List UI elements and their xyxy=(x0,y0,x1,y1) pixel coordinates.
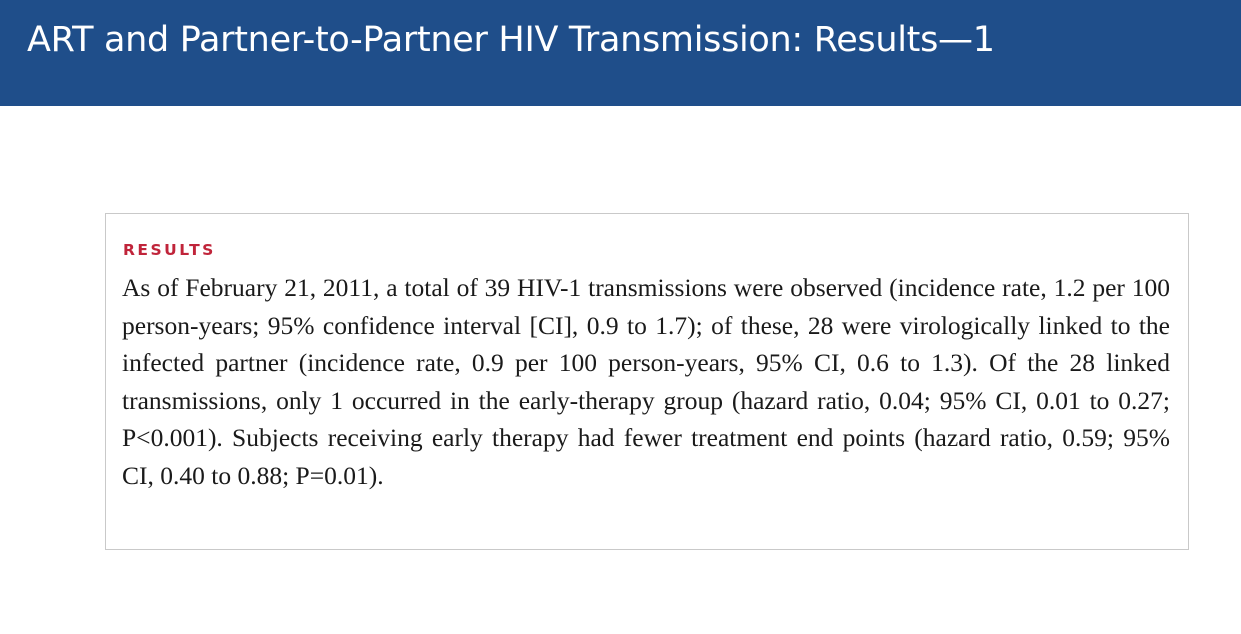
section-label: RESULTS xyxy=(123,241,216,259)
abstract-body-text: As of February 21, 2011, a total of 39 H… xyxy=(122,273,1170,490)
title-bar: ART and Partner-to-Partner HIV Transmiss… xyxy=(0,0,1241,106)
abstract-box: RESULTS As of February 21, 2011, a total… xyxy=(105,213,1189,550)
slide-title: ART and Partner-to-Partner HIV Transmiss… xyxy=(27,20,995,60)
